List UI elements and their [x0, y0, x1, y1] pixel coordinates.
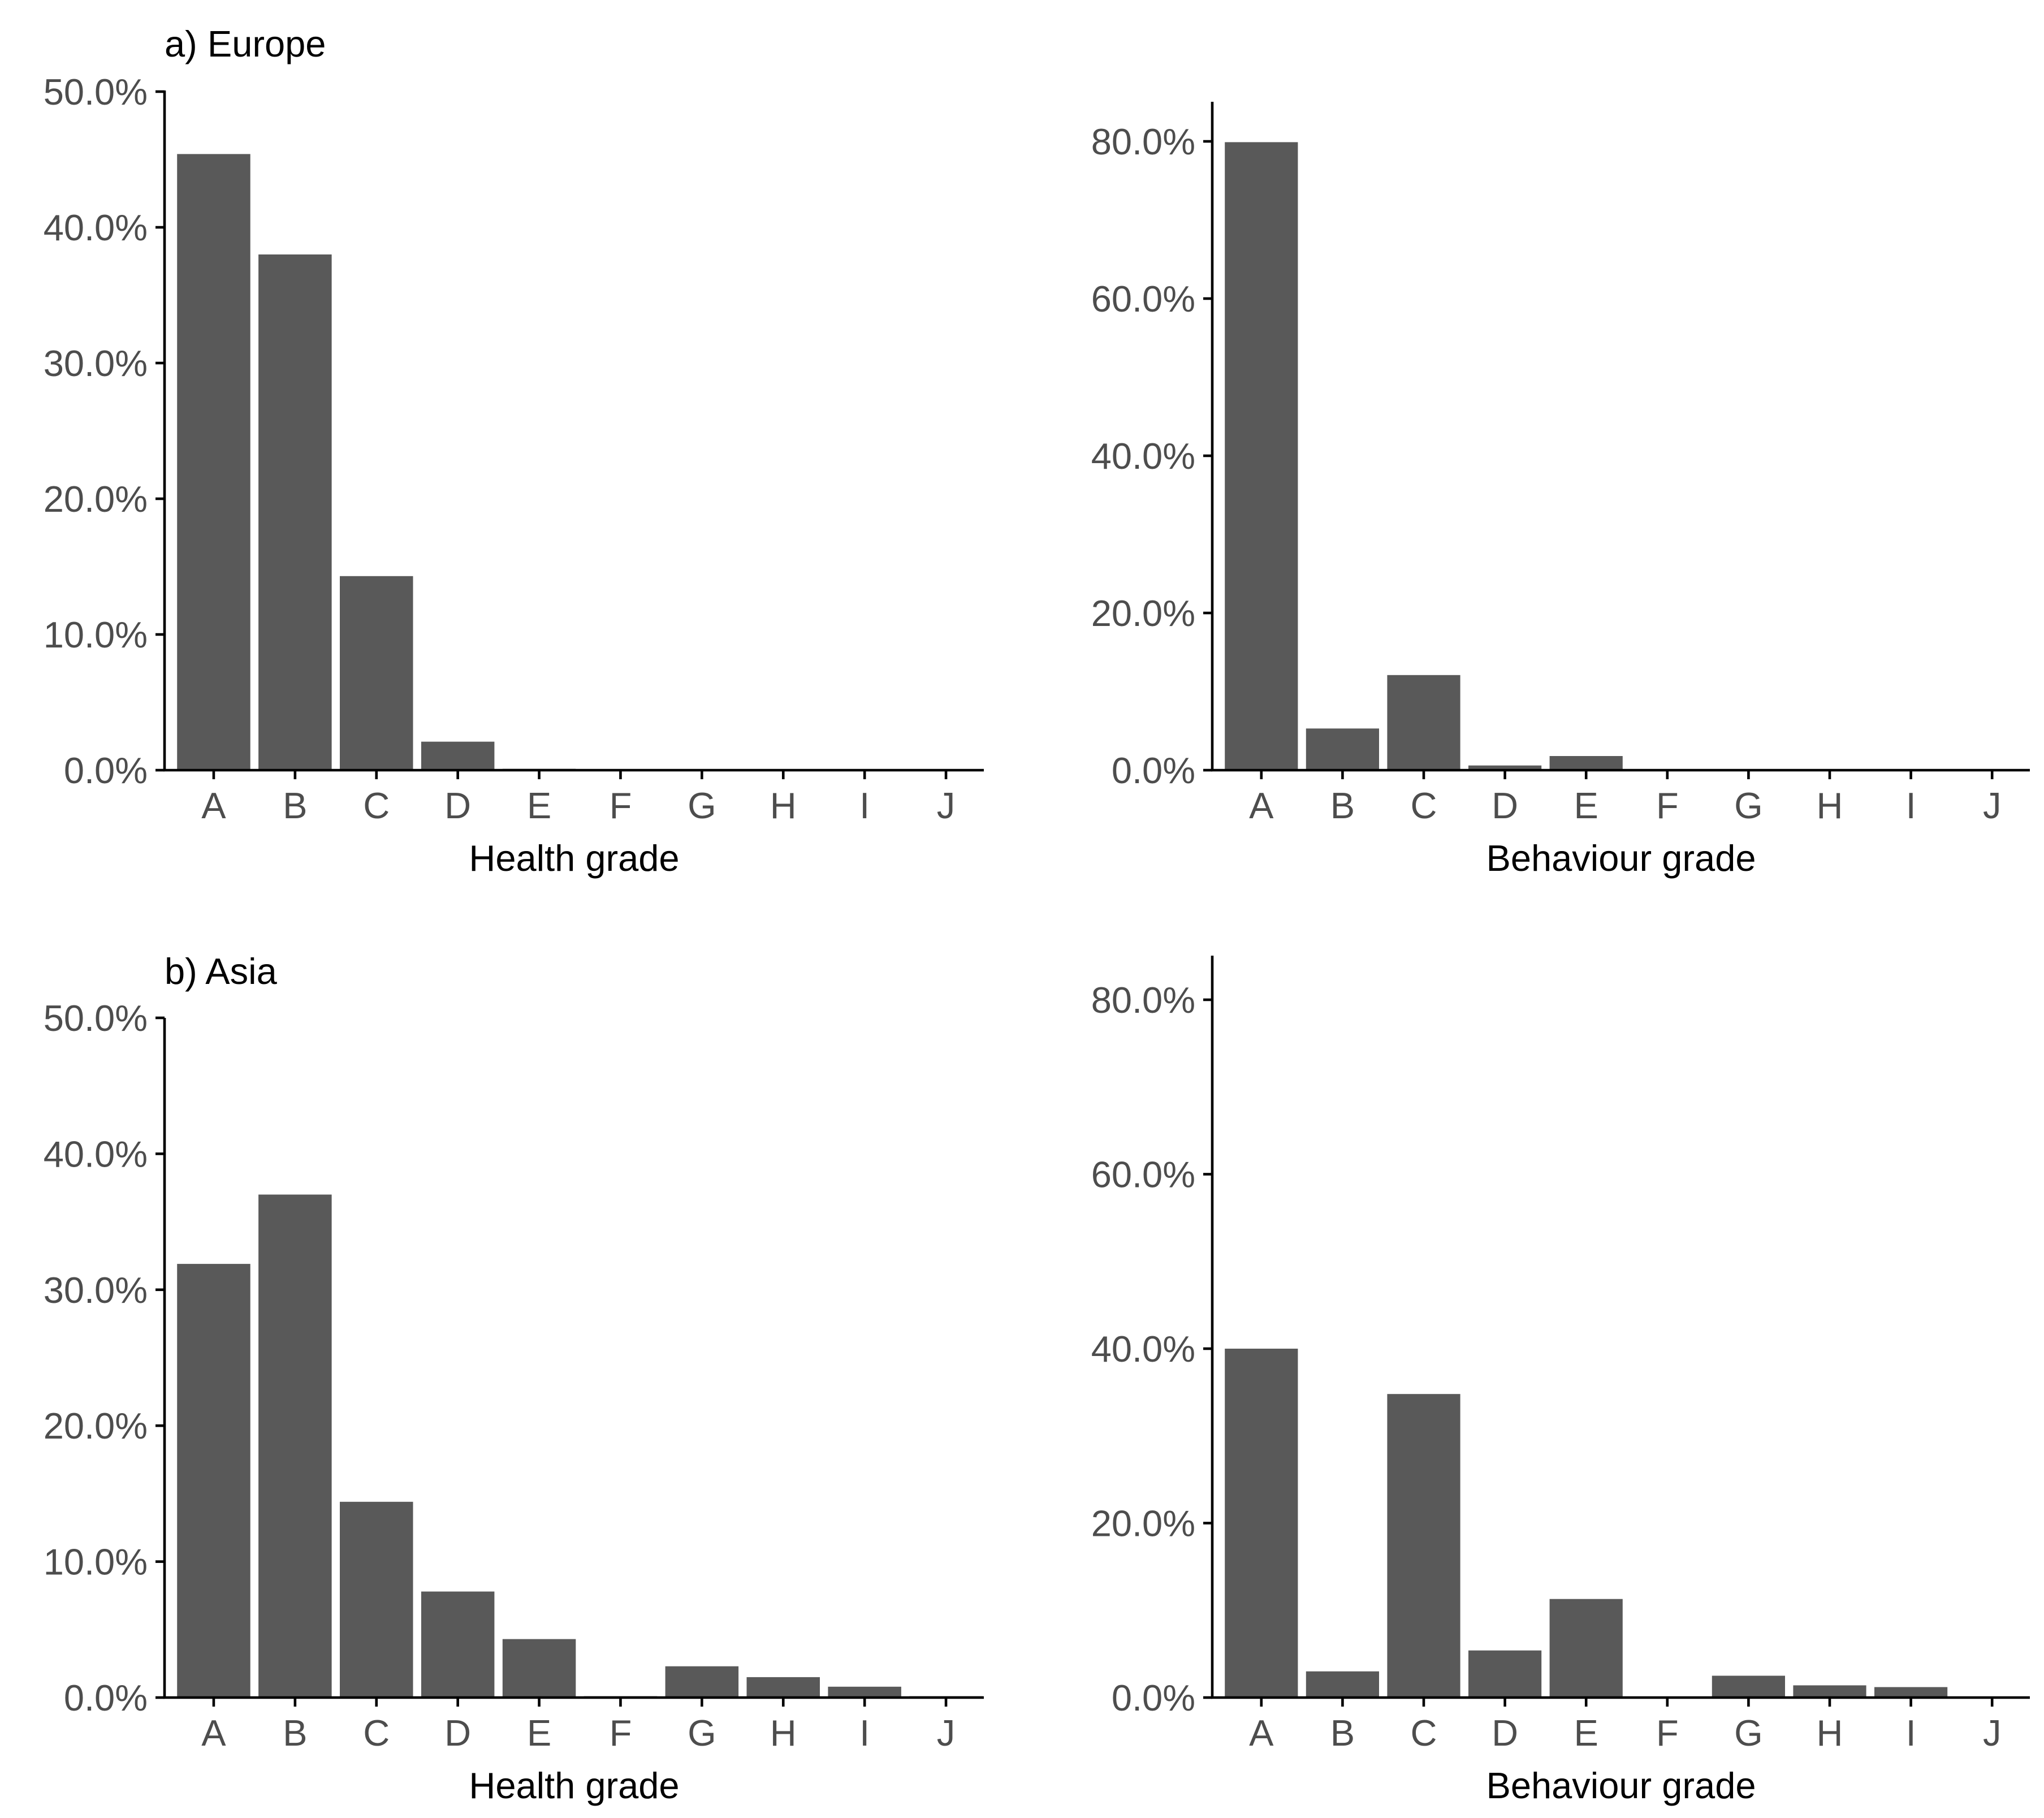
panel-label: b) Asia	[165, 951, 278, 992]
bar-d	[421, 741, 495, 770]
y-tick-label: 0.0%	[64, 750, 148, 791]
y-tick-label: 30.0%	[44, 343, 148, 384]
bar-i	[828, 1686, 901, 1698]
bar-h	[1793, 1685, 1866, 1698]
bar-a	[1225, 142, 1298, 770]
bar-a	[177, 154, 250, 770]
x-tick-label-f: F	[610, 785, 632, 826]
bar-b	[1306, 728, 1379, 770]
y-tick-label: 80.0%	[1091, 979, 1195, 1021]
x-tick-label-i: I	[1906, 785, 1916, 826]
x-tick-label-i: I	[859, 1712, 870, 1754]
x-tick-label-b: B	[283, 785, 307, 826]
y-tick-label: 40.0%	[1091, 435, 1195, 477]
panel-europe-behaviour: 0.0% 20.0% 40.0% 60.0% 80.0% A B C D E F G H I J Behavi…	[1091, 102, 2030, 879]
x-tick-label-d: D	[1492, 1712, 1518, 1754]
x-tick-label-b: B	[1330, 785, 1355, 826]
bar-d	[1468, 765, 1542, 770]
y-tick-label: 50.0%	[44, 71, 148, 113]
x-tick-label-h: H	[770, 785, 797, 826]
bar-b	[258, 254, 332, 770]
x-axis-title: Health grade	[469, 837, 679, 879]
x-tick-label-a: A	[201, 785, 226, 826]
bar-g	[665, 1666, 739, 1698]
x-tick-label-g: G	[1734, 1712, 1763, 1754]
y-tick-label: 20.0%	[1091, 1503, 1195, 1544]
bar-c	[340, 1501, 413, 1698]
y-tick-label: 20.0%	[1091, 593, 1195, 634]
panel-europe-health: 0.0% 10.0% 20.0% 30.0% 40.0% 50.0% A B C D E F G H I J H…	[44, 23, 984, 879]
bar-e	[1549, 1599, 1623, 1698]
y-tick-label: 40.0%	[1091, 1328, 1195, 1370]
x-tick-label-e: E	[527, 785, 551, 826]
x-tick-label-a: A	[1249, 785, 1274, 826]
x-tick-label-b: B	[1330, 1712, 1355, 1754]
bar-b	[1306, 1671, 1379, 1698]
y-tick-label: 10.0%	[44, 614, 148, 655]
x-tick-label-j: J	[1983, 1712, 2002, 1754]
x-tick-label-g: G	[688, 1712, 716, 1754]
bar-b	[258, 1194, 332, 1698]
x-tick-label-j: J	[937, 785, 956, 826]
x-tick-label-j: J	[1983, 785, 2002, 826]
x-axis-title: Behaviour grade	[1486, 837, 1756, 879]
y-tick-label: 40.0%	[44, 207, 148, 248]
panel-label: a) Europe	[165, 23, 326, 64]
x-tick-label-a: A	[201, 1712, 226, 1754]
x-tick-label-g: G	[1734, 785, 1763, 826]
x-tick-label-h: H	[770, 1712, 797, 1754]
bar-g	[1712, 1676, 1785, 1698]
panel-asia-behaviour: 0.0% 20.0% 40.0% 60.0% 80.0% A B C D E F G H I J Behavi…	[1091, 956, 2030, 1806]
x-tick-label-h: H	[1817, 1712, 1843, 1754]
x-tick-label-c: C	[363, 1712, 390, 1754]
bar-c	[340, 576, 413, 770]
x-tick-label-f: F	[1656, 1712, 1679, 1754]
bar-i	[1874, 1687, 1948, 1698]
y-tick-label: 30.0%	[44, 1269, 148, 1311]
y-tick-label: 60.0%	[1091, 278, 1195, 319]
y-tick-label: 80.0%	[1091, 121, 1195, 162]
x-tick-label-e: E	[1574, 785, 1598, 826]
x-tick-label-f: F	[1656, 785, 1679, 826]
bar-c	[1387, 675, 1460, 770]
x-tick-label-e: E	[1574, 1712, 1598, 1754]
x-tick-label-c: C	[1411, 785, 1437, 826]
y-tick-label: 40.0%	[44, 1133, 148, 1174]
y-tick-label: 10.0%	[44, 1541, 148, 1583]
bar-h	[746, 1677, 820, 1698]
y-tick-label: 0.0%	[1112, 750, 1195, 791]
x-tick-label-c: C	[1411, 1712, 1437, 1754]
y-tick-label: 50.0%	[44, 997, 148, 1039]
x-tick-label-a: A	[1249, 1712, 1274, 1754]
x-tick-label-g: G	[688, 785, 716, 826]
x-tick-label-b: B	[283, 1712, 307, 1754]
x-tick-label-c: C	[363, 785, 390, 826]
y-tick-label: 0.0%	[1112, 1677, 1195, 1718]
bar-d	[421, 1591, 495, 1698]
y-tick-label: 60.0%	[1091, 1154, 1195, 1195]
x-tick-label-d: D	[1492, 785, 1518, 826]
y-tick-label: 20.0%	[44, 1405, 148, 1446]
bar-d	[1468, 1650, 1542, 1698]
bar-a	[1225, 1349, 1298, 1698]
x-axis-title: Health grade	[469, 1765, 679, 1806]
panel-asia-health: 0.0% 10.0% 20.0% 30.0% 40.0% 50.0% A B C D E F G H I J H…	[44, 951, 984, 1806]
bar-e	[1549, 756, 1623, 770]
y-tick-label: 0.0%	[64, 1677, 148, 1718]
x-tick-label-e: E	[527, 1712, 551, 1754]
bar-a	[177, 1264, 250, 1698]
x-tick-label-f: F	[610, 1712, 632, 1754]
x-tick-label-i: I	[1906, 1712, 1916, 1754]
y-tick-label: 20.0%	[44, 478, 148, 520]
x-tick-label-d: D	[444, 1712, 471, 1754]
bar-c	[1387, 1394, 1460, 1698]
x-tick-label-d: D	[444, 785, 471, 826]
x-tick-label-i: I	[859, 785, 870, 826]
x-tick-label-h: H	[1817, 785, 1843, 826]
x-axis-title: Behaviour grade	[1486, 1765, 1756, 1806]
bar-e	[502, 1639, 576, 1698]
x-tick-label-j: J	[937, 1712, 956, 1754]
